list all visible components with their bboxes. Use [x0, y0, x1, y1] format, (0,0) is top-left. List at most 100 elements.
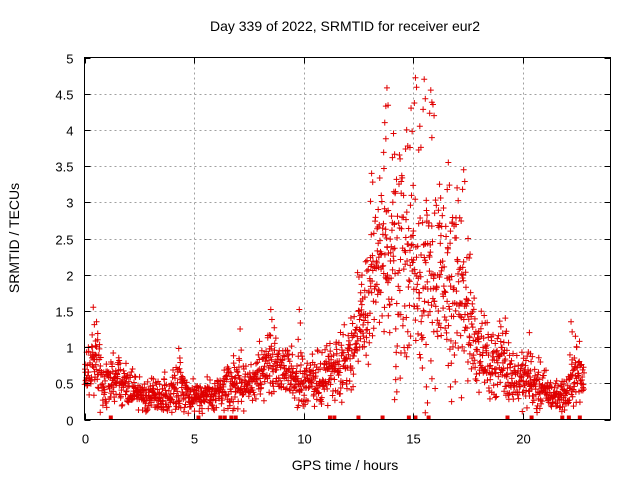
data-point: [468, 313, 475, 320]
data-point: [122, 391, 129, 398]
data-point: [256, 338, 263, 345]
data-point: [447, 383, 454, 390]
data-point: [252, 395, 259, 402]
data-point: [343, 377, 350, 384]
data-point: [213, 404, 220, 411]
data-point: [376, 237, 383, 244]
data-point: [229, 380, 236, 387]
data-point: [371, 316, 378, 323]
data-point: [464, 377, 471, 384]
data-point: [85, 348, 92, 355]
data-point: [168, 409, 175, 416]
data-point: [576, 338, 583, 345]
gap-marker: [222, 415, 227, 420]
data-point: [393, 300, 400, 307]
data-point: [257, 380, 264, 387]
data-point: [428, 302, 435, 309]
data-point: [376, 319, 383, 326]
data-point: [366, 330, 373, 337]
x-tick-label: 5: [191, 432, 198, 447]
data-point: [442, 325, 449, 332]
y-tick-label: 5: [66, 52, 73, 67]
data-point: [407, 202, 414, 209]
data-point: [400, 316, 407, 323]
data-point: [414, 281, 421, 288]
data-point: [508, 357, 515, 364]
data-point: [333, 350, 340, 357]
data-point: [384, 279, 391, 286]
data-point: [324, 385, 331, 392]
data-point: [255, 351, 262, 358]
data-point: [412, 317, 419, 324]
axis-ticks: [84, 57, 611, 421]
data-point: [368, 231, 375, 238]
data-point: [445, 362, 452, 369]
data-point: [432, 385, 439, 392]
data-point: [459, 343, 466, 350]
data-point: [393, 176, 400, 183]
data-point: [161, 369, 168, 376]
data-point: [177, 369, 184, 376]
data-point: [455, 197, 462, 204]
data-point: [249, 397, 256, 404]
data-points: [81, 74, 588, 420]
data-point: [434, 328, 441, 335]
data-point: [128, 368, 135, 375]
data-point: [95, 385, 102, 392]
data-point: [312, 369, 319, 376]
data-point: [337, 384, 344, 391]
data-point: [571, 379, 578, 386]
data-point: [240, 408, 247, 415]
data-point: [450, 313, 457, 320]
data-point: [119, 401, 126, 408]
data-point: [506, 390, 513, 397]
data-point: [580, 386, 587, 393]
data-point: [225, 365, 232, 372]
data-point: [195, 389, 202, 396]
data-point: [170, 381, 177, 388]
data-point: [289, 369, 296, 376]
data-point: [515, 362, 522, 369]
data-point: [175, 345, 182, 352]
data-point: [522, 357, 529, 364]
data-point: [318, 400, 325, 407]
data-point: [570, 403, 577, 410]
data-point: [444, 186, 451, 193]
data-point: [123, 388, 130, 395]
data-point: [341, 321, 348, 328]
data-point: [285, 377, 292, 384]
data-point: [388, 296, 395, 303]
data-point: [444, 298, 451, 305]
data-point: [283, 374, 290, 381]
data-point: [309, 383, 316, 390]
data-point: [420, 308, 427, 315]
data-point: [199, 410, 206, 417]
data-point: [272, 335, 279, 342]
data-point: [429, 101, 436, 108]
data-point: [525, 388, 532, 395]
data-point: [388, 213, 395, 220]
data-point: [390, 130, 397, 137]
data-point: [437, 240, 444, 247]
data-point: [423, 341, 430, 348]
data-point: [566, 351, 573, 358]
data-point: [205, 405, 212, 412]
data-point: [148, 401, 155, 408]
data-point: [426, 268, 433, 275]
data-point: [261, 363, 268, 370]
data-point: [364, 326, 371, 333]
data-point: [443, 336, 450, 343]
data-point: [382, 135, 389, 142]
data-point: [460, 258, 467, 265]
gap-marker: [196, 415, 201, 420]
data-point: [428, 375, 435, 382]
data-point: [421, 254, 428, 261]
data-point: [415, 147, 422, 154]
data-point: [408, 192, 415, 199]
data-point: [358, 281, 365, 288]
data-point: [266, 372, 273, 379]
data-point: [568, 318, 575, 325]
data-point: [110, 384, 117, 391]
data-point: [471, 295, 478, 302]
data-point: [501, 388, 508, 395]
